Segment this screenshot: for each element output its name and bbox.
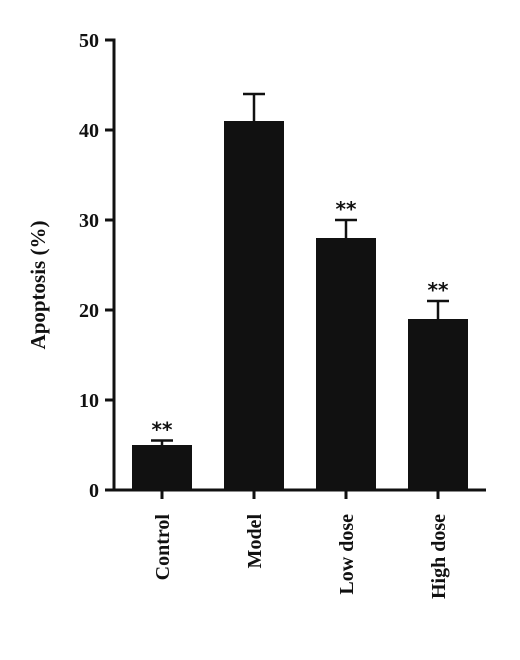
x-category-label: Low dose — [336, 514, 358, 595]
x-category-label: Model — [244, 514, 266, 569]
y-tick-label: 50 — [79, 30, 99, 52]
x-category-label: Control — [152, 514, 174, 581]
y-tick-label: 10 — [79, 390, 99, 412]
bar — [132, 445, 192, 490]
bar — [408, 319, 468, 490]
y-tick-label: 20 — [79, 300, 99, 322]
bar — [224, 121, 284, 490]
x-category-label: High dose — [428, 514, 450, 599]
bar — [316, 238, 376, 490]
y-tick-label: 40 — [79, 120, 99, 142]
y-tick-label: 0 — [89, 480, 99, 502]
y-axis-title: Apoptosis (%) — [26, 221, 50, 350]
significance-label: ** — [336, 197, 357, 221]
x-axis-ticks: Control Model Low dose High dose — [152, 490, 450, 599]
y-axis-ticks: 0 10 20 30 40 50 — [79, 30, 114, 502]
significance-label: ** — [428, 278, 449, 302]
significance-label: ** — [152, 418, 173, 442]
y-tick-label: 30 — [79, 210, 99, 232]
bars: ** ** ** — [132, 92, 468, 490]
